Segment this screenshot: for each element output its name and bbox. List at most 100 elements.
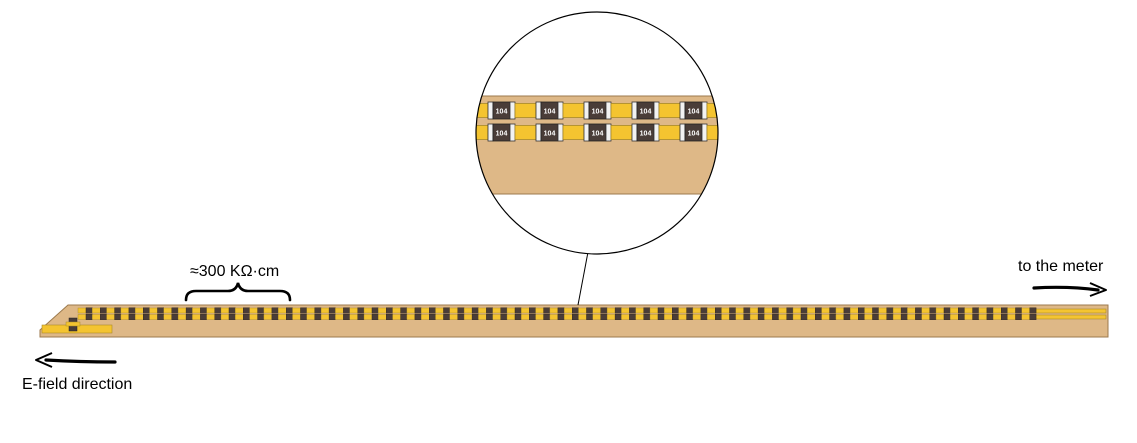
- resistor: [786, 307, 794, 314]
- pad: [478, 314, 487, 320]
- resistor: [772, 314, 779, 321]
- resistor: [786, 314, 794, 321]
- resistor: [386, 307, 393, 314]
- pad: [755, 126, 776, 140]
- resistor: [328, 314, 336, 321]
- magnified-row-bottom: 104 104 104 104 104 104 104: [462, 123, 776, 142]
- pad: [363, 307, 373, 314]
- resistor: [600, 307, 608, 314]
- meter-label: to the meter: [1018, 258, 1104, 275]
- pad: [850, 314, 859, 320]
- pad: [864, 307, 873, 314]
- resistor-cap: [487, 101, 494, 120]
- pad: [964, 307, 973, 314]
- pad: [649, 307, 659, 314]
- pad: [835, 307, 845, 314]
- pad: [506, 314, 516, 320]
- pad: [993, 314, 1002, 320]
- pad: [821, 307, 830, 314]
- resistor: [85, 314, 93, 321]
- pad: [707, 307, 716, 314]
- resistor: [445, 102, 462, 119]
- resistor: [629, 314, 636, 321]
- pad: [935, 314, 945, 320]
- pad: [749, 307, 759, 314]
- pad: [163, 307, 173, 314]
- resistor: [915, 307, 922, 314]
- pad: [521, 314, 530, 320]
- pad: [950, 307, 959, 314]
- resistor-cap: [679, 123, 686, 142]
- resistor: [657, 307, 665, 314]
- resistor-code: 104: [448, 109, 460, 116]
- resistor: [872, 314, 880, 321]
- pad: [335, 307, 344, 314]
- resistor: [858, 314, 865, 321]
- pad: [564, 314, 573, 320]
- resistor-cap: [535, 123, 542, 142]
- pad: [349, 314, 358, 320]
- pad: [392, 314, 401, 320]
- pad: [610, 103, 633, 118]
- resistor: [128, 314, 136, 321]
- resistor: [300, 307, 308, 314]
- pad: [921, 314, 930, 320]
- pad: [562, 103, 585, 118]
- pad: [592, 314, 601, 320]
- pad: [778, 314, 787, 320]
- resistor-cap: [462, 124, 467, 141]
- brace-icon: [184, 282, 292, 302]
- pad: [320, 314, 330, 320]
- resistor: [757, 314, 765, 321]
- resistor-code: 104: [592, 109, 604, 116]
- resistor-cap: [605, 123, 612, 142]
- resistor-cap: [653, 101, 660, 120]
- pad: [449, 314, 458, 320]
- pad: [578, 307, 587, 314]
- pad: [378, 307, 387, 314]
- resistor: [843, 307, 851, 314]
- resistor: [1015, 307, 1023, 314]
- resistor: [743, 307, 751, 314]
- resistor-cap: [701, 123, 708, 142]
- pad: [678, 314, 687, 320]
- resistor: [457, 314, 465, 321]
- resistor: [715, 307, 722, 314]
- pad: [850, 307, 859, 314]
- resistor: [328, 307, 336, 314]
- resistor-cap: [728, 124, 733, 141]
- pad: [378, 314, 387, 320]
- resistor-cap: [440, 102, 445, 119]
- resistor: [586, 314, 594, 321]
- pad: [77, 307, 87, 314]
- pad: [249, 314, 258, 320]
- resistor: [357, 314, 365, 321]
- pad: [149, 314, 158, 320]
- pad: [1021, 307, 1030, 314]
- resistor-code: 104: [544, 109, 556, 116]
- pad: [692, 314, 702, 320]
- resistor: [157, 307, 165, 314]
- resistor-cap: [750, 102, 755, 119]
- pad: [764, 307, 773, 314]
- pad: [978, 314, 988, 320]
- pad: [235, 307, 244, 314]
- pad: [476, 125, 489, 140]
- pad: [892, 314, 902, 320]
- tip-connector-pad: [65, 321, 81, 327]
- pad: [621, 307, 630, 314]
- resistor: [943, 314, 951, 321]
- pad: [106, 314, 115, 320]
- pad: [220, 307, 230, 314]
- resistor: [743, 314, 751, 321]
- resistor: [672, 307, 679, 314]
- pad: [807, 307, 816, 314]
- pad: [1021, 314, 1030, 320]
- pad: [792, 307, 802, 314]
- resistor: [958, 314, 965, 321]
- resistor: [257, 307, 265, 314]
- resistor: [733, 124, 750, 141]
- output-trace-bottom: [1029, 314, 1107, 320]
- resistor-cap: [462, 102, 467, 119]
